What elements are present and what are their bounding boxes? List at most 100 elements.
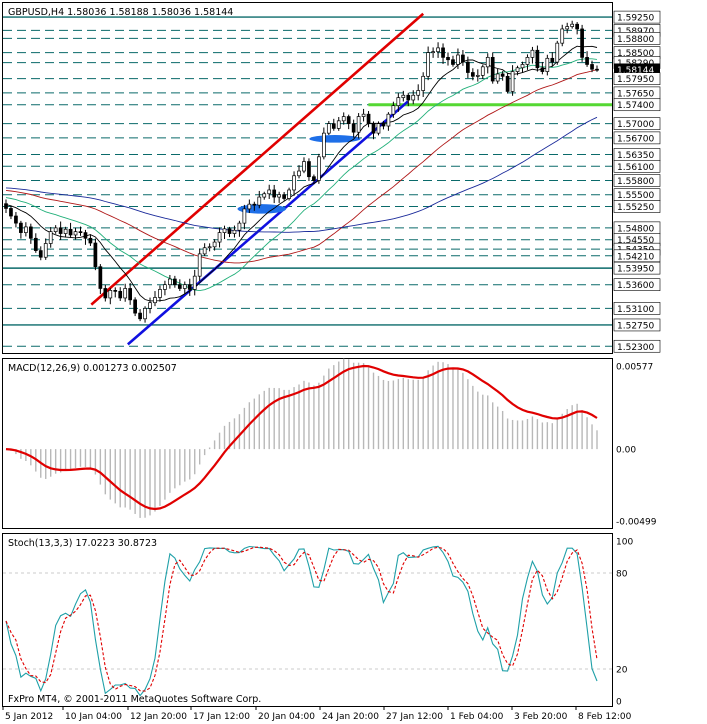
candle-body [292,175,296,191]
candle-body [177,284,182,289]
price-label-box [613,302,661,315]
time-label: 12 Jan 20:00 [130,712,187,722]
candle-body [396,97,401,107]
candle-body [466,61,470,73]
candle-body [272,189,277,198]
candle-body [381,123,386,127]
time-label: 1 Feb 04:00 [450,712,504,722]
price-label: 1.59250 [617,14,654,24]
candle-body [485,57,490,68]
stoch-signal-line [5,546,598,692]
price-label: 1.54800 [617,224,654,234]
candle-body [24,226,28,233]
candle-body [446,57,450,61]
candle-body [505,75,510,92]
moving-average-line [5,58,598,292]
candle-body [406,94,411,101]
trendline [126,100,409,346]
candle-body [391,105,396,115]
candle-body [128,288,133,301]
candle-body [192,275,197,290]
moving-averages [5,45,598,302]
candle-body [361,113,366,117]
candle-body [456,54,460,65]
price-label: 1.56700 [617,134,654,144]
price-label-box [613,278,661,291]
candle-body [525,57,530,65]
candle-body [416,90,421,96]
candle-body [282,194,286,199]
candle-body [520,64,525,69]
stoch-axis-label: 20 [616,666,628,676]
candle-body [386,113,391,127]
candle-body [351,123,356,133]
price-label: 1.56100 [617,163,654,173]
candle-body [555,42,560,63]
candle-body [28,226,33,239]
candle-body [63,228,68,234]
price-label-box [613,249,661,263]
time-label: 17 Jan 12:00 [193,712,250,722]
current-price-box [614,63,660,76]
current-price-label: 1.58144 [617,66,654,76]
candle-body [33,237,38,251]
candle-body [237,222,242,231]
macd-panel[interactable] [2,358,613,529]
trendline [90,12,425,306]
stoch-axis-label: 0 [616,698,622,708]
price-label-box [613,159,661,173]
moving-average-line [5,116,598,233]
candle-body [83,232,88,239]
candle-body [242,208,247,224]
candle-body [73,231,78,236]
candle-body [545,57,550,72]
candle-body [510,71,515,92]
time-label: 24 Jan 20:00 [322,712,379,722]
price-label: 1.55800 [617,177,654,187]
stoch-axis: 100 80 20 0 [616,538,633,708]
stoch-grid [3,545,612,697]
candle-body [118,290,123,299]
candle-body [426,52,430,77]
candle-body [267,189,272,195]
price-label-box [613,318,661,332]
time-axis: 5 Jan 2012 10 Jan 04:00 12 Jan 20:00 17 Jan… [2,706,632,722]
candle-body [575,23,579,30]
candle-body [202,247,207,255]
candle-body [247,203,252,210]
time-label: 27 Jan 12:00 [386,712,443,722]
candle-body [9,208,13,217]
candle-body [317,156,321,181]
candle-body [14,215,18,224]
price-label-box [613,72,661,85]
candle-body [297,170,301,177]
macd-axis-label: -0.00499 [616,518,657,528]
candle-body [48,231,53,244]
price-label: 1.57400 [617,101,654,111]
candle-body [490,57,495,82]
moving-average-line [5,45,598,302]
candle-body [321,132,326,158]
candle-body [461,54,465,63]
candle-body [108,290,113,299]
price-label: 1.52300 [617,343,654,353]
candle-body [535,49,540,69]
price-label-box [613,32,661,45]
price-label: 1.52750 [617,321,654,331]
candle-body [595,68,599,71]
candle-body [346,116,351,125]
stoch-axis-label: 100 [616,538,633,548]
candle-body [376,123,381,134]
candle-body [401,94,406,98]
candle-body [148,302,152,309]
candle-body [58,227,63,234]
candle-body [540,67,545,72]
candle-body [53,227,58,233]
moving-average-line [5,69,598,264]
candle-body [431,51,435,54]
price-label: 1.58800 [617,35,654,45]
candle-body [570,23,575,27]
candle-body [113,290,118,292]
candle-body [158,289,162,298]
